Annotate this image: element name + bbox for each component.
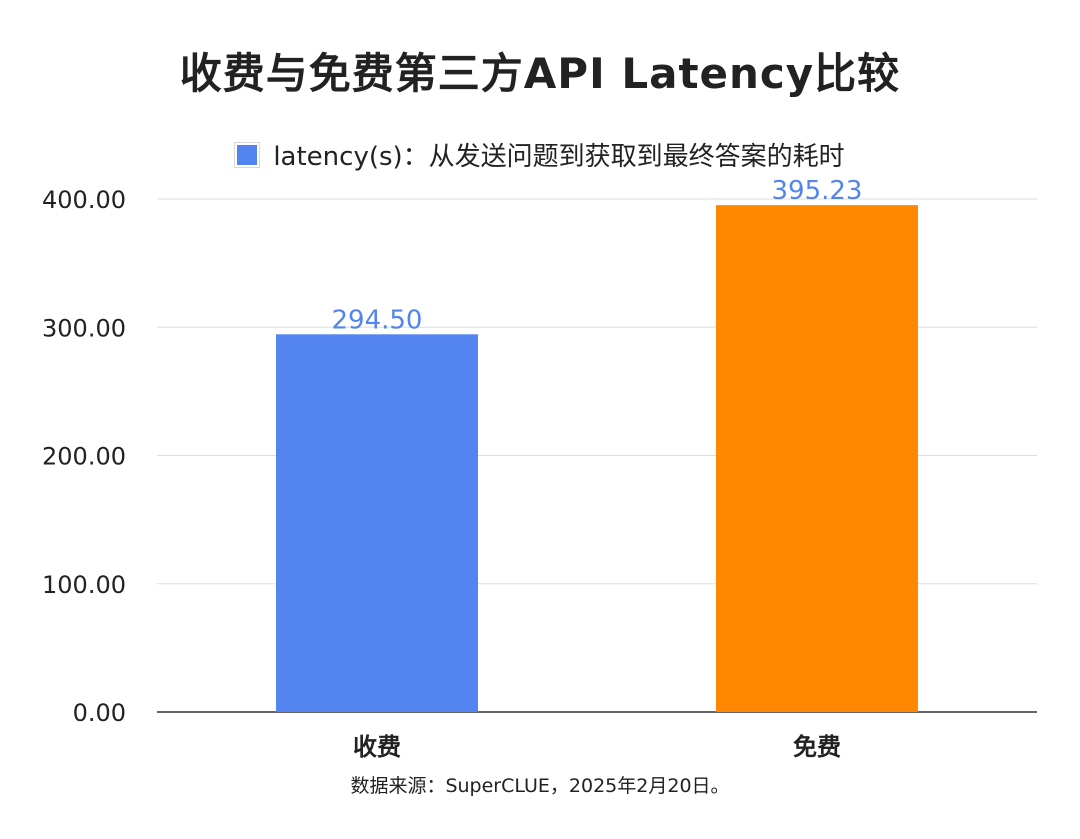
data-label: 294.50 [332,305,423,335]
source-note: 数据来源：SuperCLUE，2025年2月20日。 [350,775,730,797]
legend: latency(s)：从发送问题到获取到最终答案的耗时 [0,136,1080,173]
y-tick-label: 0.00 [73,699,126,727]
x-tick-label: 免费 [793,733,841,761]
y-tick-label: 200.00 [42,443,126,471]
legend-swatch [234,141,261,168]
y-tick-label: 300.00 [42,314,126,342]
y-tick-label: 400.00 [42,186,126,214]
y-tick-label: 100.00 [42,571,126,599]
bar-2 [716,205,918,712]
data-label: 395.23 [772,176,863,206]
chart-title: 收费与免费第三方API Latency比较 [179,49,901,98]
legend-label: latency(s)：从发送问题到获取到最终答案的耗时 [273,142,845,172]
bar-1 [276,334,478,712]
x-tick-label: 收费 [353,733,401,761]
